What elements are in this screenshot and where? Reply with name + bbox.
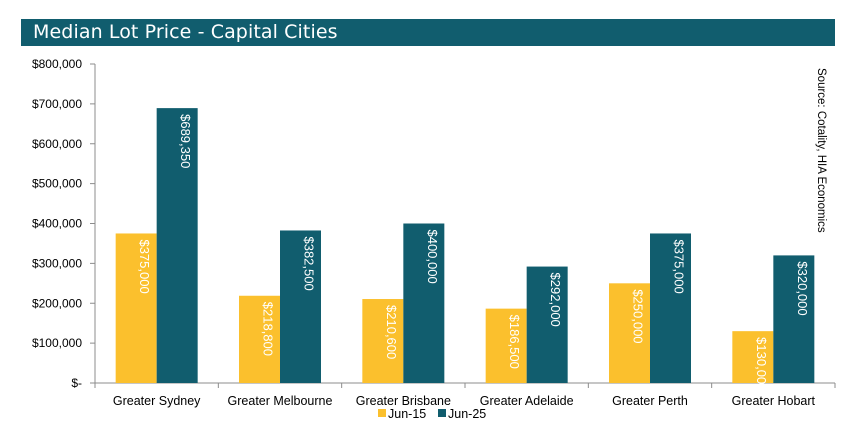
bar-jun-15 <box>362 299 404 383</box>
x-tick-label: Greater Melbourne <box>228 394 333 408</box>
y-tick-label: $500,000 <box>32 177 82 191</box>
y-tick-label: $400,000 <box>32 217 82 231</box>
legend-label: Jun-25 <box>448 407 486 421</box>
bar-jun-15 <box>732 331 774 383</box>
axes: $- $100,000 $200,000 $300,000 $400,000 $500,0… <box>32 57 836 408</box>
legend-swatch <box>438 409 446 417</box>
bar-jun-25 <box>156 108 198 383</box>
y-tick-label: $800,000 <box>32 57 82 71</box>
bar-jun-25 <box>403 223 445 383</box>
bar-jun-25 <box>280 230 321 383</box>
bar-jun-15 <box>609 283 650 383</box>
y-tick-label: $200,000 <box>32 296 82 310</box>
bar-jun-25 <box>526 266 568 383</box>
x-tick-label: Greater Sydney <box>113 394 201 408</box>
data-label: $292,000 <box>548 273 563 327</box>
x-tick-label: Greater Brisbane <box>356 394 451 408</box>
data-label: $375,000 <box>137 239 152 293</box>
legend-label: Jun-15 <box>388 407 426 421</box>
chart-title: Median Lot Price - Capital Cities <box>21 19 835 46</box>
x-tick-label: Greater Adelaide <box>480 394 574 408</box>
legend: Jun-15 Jun-25 <box>378 407 486 421</box>
data-label: $689,350 <box>178 114 193 168</box>
y-tick-label: $300,000 <box>32 256 82 270</box>
data-label: $130,000 <box>754 337 769 391</box>
bar-jun-15 <box>485 308 527 383</box>
bar-jun-25 <box>773 255 815 383</box>
bar-jun-15 <box>239 295 280 383</box>
bar-jun-15 <box>115 233 157 383</box>
data-label: $186,500 <box>507 315 522 369</box>
x-tick-label: Greater Perth <box>612 394 688 408</box>
data-label: $218,800 <box>261 302 276 356</box>
y-tick-label: $600,000 <box>32 137 82 151</box>
y-tick-label: $- <box>71 376 82 390</box>
legend-swatch <box>378 409 386 417</box>
data-labels: $375,000 $689,350 $218,800 $382,500 $210,600… <box>137 114 810 391</box>
data-label: $375,000 <box>672 239 687 293</box>
y-tick-label: $700,000 <box>32 97 82 111</box>
x-tick-label: Greater Hobart <box>732 394 816 408</box>
bars <box>115 108 815 383</box>
source-annotation: Source: Cotality, HIA Economics <box>815 68 827 233</box>
data-label: $250,000 <box>631 289 646 343</box>
bar-jun-25 <box>650 233 691 383</box>
data-label: $320,000 <box>795 261 810 315</box>
data-label: $400,000 <box>425 230 440 284</box>
y-tick-label: $100,000 <box>32 336 82 350</box>
data-label: $210,600 <box>384 305 399 359</box>
data-label: $382,500 <box>302 236 317 290</box>
